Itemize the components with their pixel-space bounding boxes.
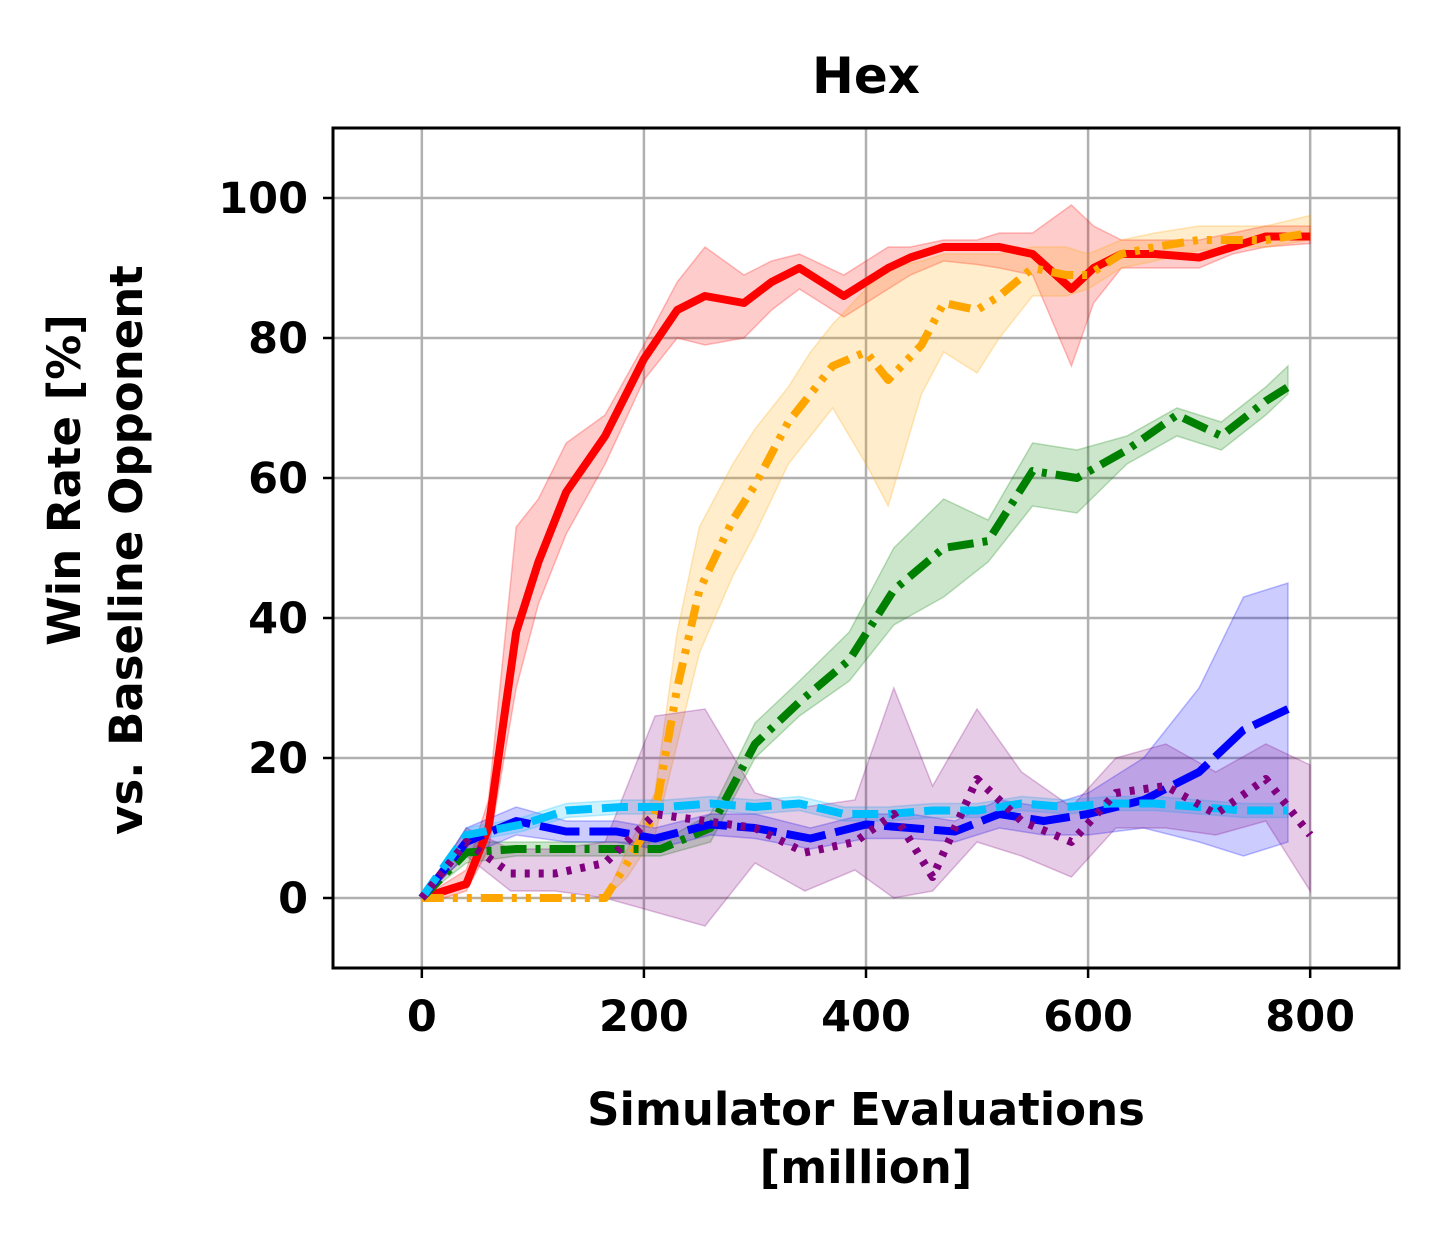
y-axis-ticks: 0 20 40 60 80 100 <box>218 174 333 924</box>
x-tick-label: 0 <box>407 992 437 1042</box>
y-axis-label-line-1: Win Rate [%] <box>38 314 91 646</box>
chart-title: Hex <box>812 47 920 105</box>
confidence-band-1 <box>421 214 1311 899</box>
x-tick-label: 800 <box>1265 992 1355 1042</box>
confidence-band-2 <box>421 364 1289 899</box>
x-axis-ticks: 0 200 400 600 800 <box>407 968 1355 1042</box>
confidence-band-5 <box>421 685 1311 927</box>
x-tick-label: 600 <box>1043 992 1133 1042</box>
series-line-2 <box>418 383 1291 901</box>
x-axis-label-line-2: [million] <box>760 1141 973 1194</box>
confidence-bands <box>419 204 1311 927</box>
series-line-5 <box>418 775 1314 901</box>
y-tick-label: 80 <box>248 314 308 364</box>
y-axis-label-line-2: vs. Baseline Opponent <box>100 265 153 835</box>
y-tick-label: 60 <box>248 454 308 504</box>
series-line-4 <box>418 799 1288 901</box>
x-axis-label-line-1: Simulator Evaluations <box>587 1083 1145 1136</box>
grid <box>333 128 1399 968</box>
x-tick-label: 200 <box>599 992 689 1042</box>
y-tick-label: 0 <box>278 874 308 924</box>
y-tick-label: 100 <box>218 174 308 224</box>
series-lines <box>418 229 1314 902</box>
y-tick-label: 40 <box>248 594 308 644</box>
series-line-1 <box>421 229 1311 902</box>
x-tick-label: 400 <box>821 992 911 1042</box>
series-line-0 <box>420 232 1311 902</box>
y-tick-label: 20 <box>248 734 308 784</box>
